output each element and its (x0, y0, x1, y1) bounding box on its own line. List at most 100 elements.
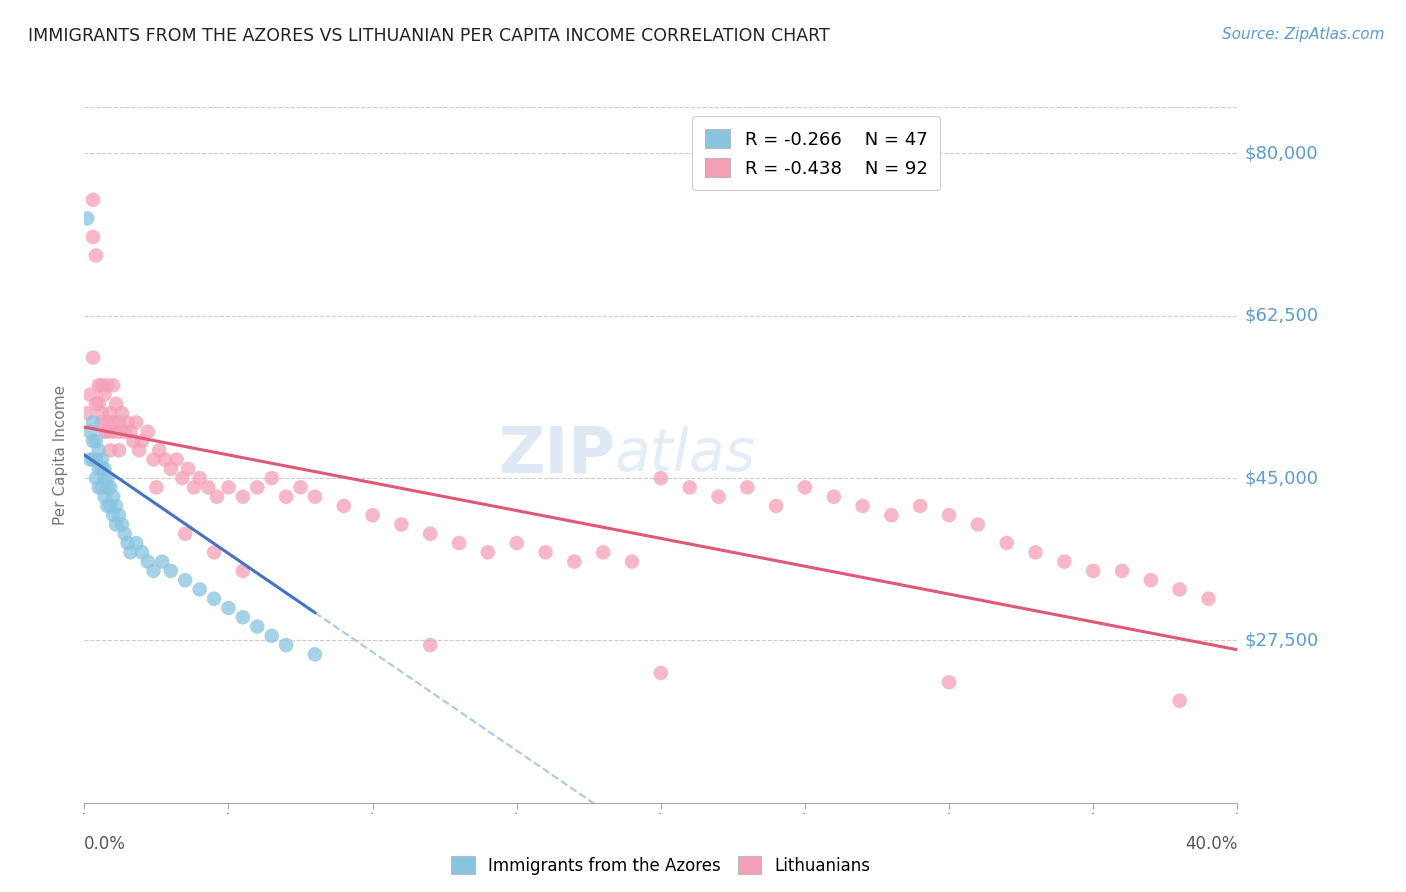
Point (125, 416, 148, 430)
Point (1168, 582, 1191, 597)
Point (967, 517, 990, 532)
Point (391, 517, 413, 532)
Point (84, 397, 107, 411)
Point (128, 443, 150, 458)
Point (246, 619, 269, 633)
Point (90, 406, 112, 420)
Point (103, 425, 124, 439)
Point (260, 629, 283, 643)
Point (172, 471, 194, 485)
Y-axis label: Per Capita Income: Per Capita Income (53, 384, 69, 525)
Point (153, 452, 176, 467)
Point (562, 555, 586, 569)
Point (765, 499, 787, 513)
Point (142, 452, 165, 467)
Point (103, 490, 124, 504)
Point (79, 387, 101, 401)
Point (82, 230, 104, 244)
Legend: Immigrants from the Azores, Lithuanians: Immigrants from the Azores, Lithuanians (441, 847, 880, 885)
Point (246, 480, 269, 494)
Point (93, 471, 115, 485)
Point (82, 452, 104, 467)
Point (108, 425, 131, 439)
Point (174, 573, 197, 587)
Text: $45,000: $45,000 (1244, 469, 1319, 487)
Point (114, 425, 136, 439)
Point (217, 601, 239, 615)
Text: Source: ZipAtlas.com: Source: ZipAtlas.com (1222, 27, 1385, 42)
Point (96, 480, 118, 494)
Point (160, 564, 183, 578)
Point (852, 499, 875, 513)
Point (150, 555, 173, 569)
Point (142, 564, 165, 578)
Point (908, 499, 931, 513)
Point (87, 443, 110, 458)
Point (125, 536, 148, 550)
Point (96, 499, 118, 513)
Point (260, 471, 283, 485)
Point (188, 582, 211, 597)
Point (650, 471, 672, 485)
Point (84, 434, 107, 448)
Point (93, 490, 115, 504)
Point (103, 378, 124, 392)
Point (145, 480, 167, 494)
Point (506, 536, 529, 550)
Point (232, 610, 254, 624)
Point (995, 536, 1018, 550)
Point (174, 526, 197, 541)
Point (232, 490, 254, 504)
Point (183, 480, 205, 494)
Point (87, 378, 110, 392)
Point (84, 471, 107, 485)
Point (79, 425, 101, 439)
Point (332, 499, 354, 513)
Point (98, 406, 121, 420)
Point (1197, 591, 1219, 606)
Point (76, 211, 98, 226)
Point (136, 555, 159, 569)
Point (1053, 555, 1076, 569)
Point (108, 416, 131, 430)
Point (111, 406, 134, 420)
Point (114, 526, 136, 541)
Point (793, 480, 815, 494)
Point (96, 416, 118, 430)
Point (217, 480, 239, 494)
Text: $80,000: $80,000 (1244, 145, 1317, 162)
Point (96, 378, 118, 392)
Point (148, 443, 170, 458)
Point (120, 425, 142, 439)
Point (202, 591, 225, 606)
Point (136, 425, 159, 439)
Point (90, 416, 112, 430)
Point (103, 508, 124, 523)
Point (188, 471, 211, 485)
Point (105, 499, 128, 513)
Point (122, 434, 145, 448)
Point (202, 545, 225, 559)
Point (1024, 545, 1046, 559)
Point (232, 564, 254, 578)
Text: 0.0%: 0.0% (84, 835, 127, 854)
Point (1111, 564, 1133, 578)
Point (76, 406, 98, 420)
Point (117, 536, 139, 550)
Point (98, 480, 121, 494)
Point (84, 452, 107, 467)
Point (823, 490, 845, 504)
Text: $62,500: $62,500 (1244, 307, 1319, 325)
Point (131, 434, 153, 448)
Point (447, 536, 470, 550)
Point (131, 545, 153, 559)
Point (93, 387, 115, 401)
Point (82, 193, 104, 207)
Point (82, 434, 104, 448)
Point (1081, 564, 1104, 578)
Point (304, 648, 326, 662)
Point (90, 480, 112, 494)
Text: ZIP: ZIP (498, 424, 614, 486)
Point (707, 490, 730, 504)
Text: IMMIGRANTS FROM THE AZORES VS LITHUANIAN PER CAPITA INCOME CORRELATION CHART: IMMIGRANTS FROM THE AZORES VS LITHUANIAN… (28, 27, 830, 45)
